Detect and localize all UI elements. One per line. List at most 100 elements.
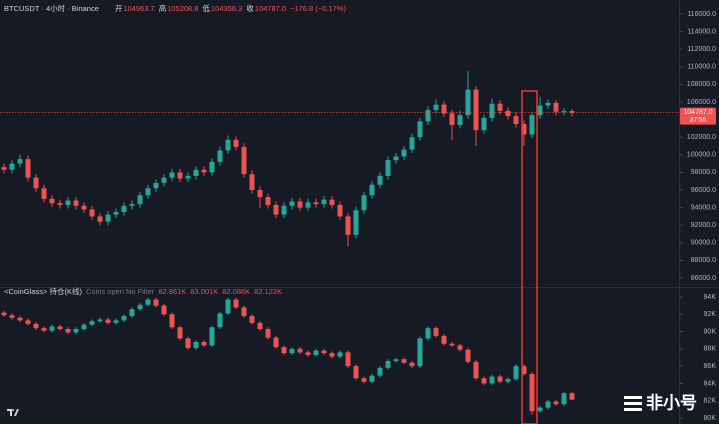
candle-body <box>89 321 95 325</box>
candle-body <box>305 202 311 208</box>
candle-body <box>417 121 423 138</box>
candle-body <box>569 393 575 400</box>
stat-value: 104787.0 <box>255 4 286 13</box>
candle-body <box>505 379 511 382</box>
candle-body <box>9 315 15 318</box>
candle-body <box>369 184 375 196</box>
stat-label: 开 <box>115 4 123 13</box>
candle-body <box>289 201 295 206</box>
candle-body <box>217 150 223 162</box>
y-tick-label: 100000.0 <box>687 152 716 159</box>
candle-body <box>273 337 279 348</box>
candle-body <box>185 338 191 349</box>
candle-body <box>337 352 343 357</box>
candle-body <box>489 103 495 118</box>
candle-body <box>193 169 199 176</box>
candle-body <box>1 312 7 316</box>
candle-body <box>217 313 223 328</box>
y-tick-label: 114000.0 <box>687 28 716 35</box>
candle-body <box>345 216 351 235</box>
candle-body <box>385 160 391 176</box>
candle-body <box>537 407 543 412</box>
candle-body <box>473 361 479 379</box>
y-tick-label: 94000.0 <box>691 204 716 211</box>
candle-body <box>297 348 303 353</box>
candle-body <box>153 182 159 189</box>
candle-body <box>313 202 319 205</box>
candle-body <box>281 347 287 354</box>
candle-body <box>521 366 527 374</box>
candle-body <box>401 359 407 363</box>
candle-body <box>65 200 71 205</box>
candle-body <box>289 348 295 354</box>
candle-body <box>209 327 215 346</box>
candle-body <box>353 366 359 379</box>
y-tick-label: 88K <box>704 346 717 353</box>
candle-body <box>345 352 351 367</box>
candle-body <box>401 149 407 157</box>
candle-body <box>497 103 503 111</box>
y-tick-label: 92K <box>704 311 717 318</box>
candle-body <box>113 212 119 215</box>
candle-body <box>121 316 127 321</box>
stat-label: 低 <box>202 3 210 13</box>
candle-body <box>57 326 63 330</box>
y-tick-label: 116000.0 <box>687 11 716 18</box>
stat-value: 83.001K <box>190 287 218 296</box>
candle-body <box>81 324 87 330</box>
y-tick-label: 98000.0 <box>691 169 716 176</box>
candle-body <box>161 305 167 315</box>
candle-body <box>393 156 399 161</box>
candle-body <box>473 89 479 131</box>
candle-body <box>17 317 23 321</box>
candle-body <box>361 378 367 382</box>
candle-body <box>353 210 359 235</box>
candle-body <box>129 204 135 206</box>
candle-body <box>121 205 127 212</box>
candle-body <box>145 299 151 305</box>
candle-body <box>513 366 519 380</box>
candle-body <box>249 174 255 190</box>
candle-body <box>425 109 431 122</box>
candle-body <box>553 102 559 112</box>
candle-body <box>417 338 423 367</box>
stat-change: −176.8 (−0.17%) <box>290 4 346 13</box>
stat-value: 82.122K <box>254 287 282 296</box>
candle-body <box>297 201 303 208</box>
candle-body <box>321 199 327 205</box>
candle-body <box>17 159 23 164</box>
candle-body <box>249 316 255 323</box>
candle-body <box>273 204 279 215</box>
candle-body <box>1 167 7 170</box>
candle-body <box>409 362 415 367</box>
candle-body <box>41 188 47 199</box>
candle-body <box>393 359 399 361</box>
y-tick-label: 90000.0 <box>691 240 716 247</box>
candle-body <box>9 163 15 170</box>
candle-body <box>225 299 231 314</box>
candle-body <box>145 188 151 196</box>
candle-body <box>225 139 231 151</box>
y-tick-label: 86000.0 <box>691 275 716 282</box>
candle-body <box>369 375 375 382</box>
y-tick-label: 112000.0 <box>687 46 716 53</box>
candle-body <box>33 323 39 329</box>
candle-body <box>441 335 447 344</box>
candle-body <box>97 319 103 322</box>
candle-body <box>377 367 383 376</box>
candle-body <box>545 401 551 408</box>
candle-body <box>97 216 103 222</box>
candle-body <box>521 124 527 135</box>
candle-body <box>137 195 143 205</box>
y-tick-label: 80K <box>704 415 717 422</box>
candle-body <box>465 89 471 116</box>
candle-body <box>449 113 455 125</box>
candle-body <box>265 197 271 205</box>
candle-body <box>457 345 463 350</box>
y-tick-label: 96000.0 <box>691 187 716 194</box>
candle-body <box>169 172 175 178</box>
candle-body <box>481 378 487 384</box>
candle-body <box>105 319 111 323</box>
candle-body <box>385 360 391 368</box>
